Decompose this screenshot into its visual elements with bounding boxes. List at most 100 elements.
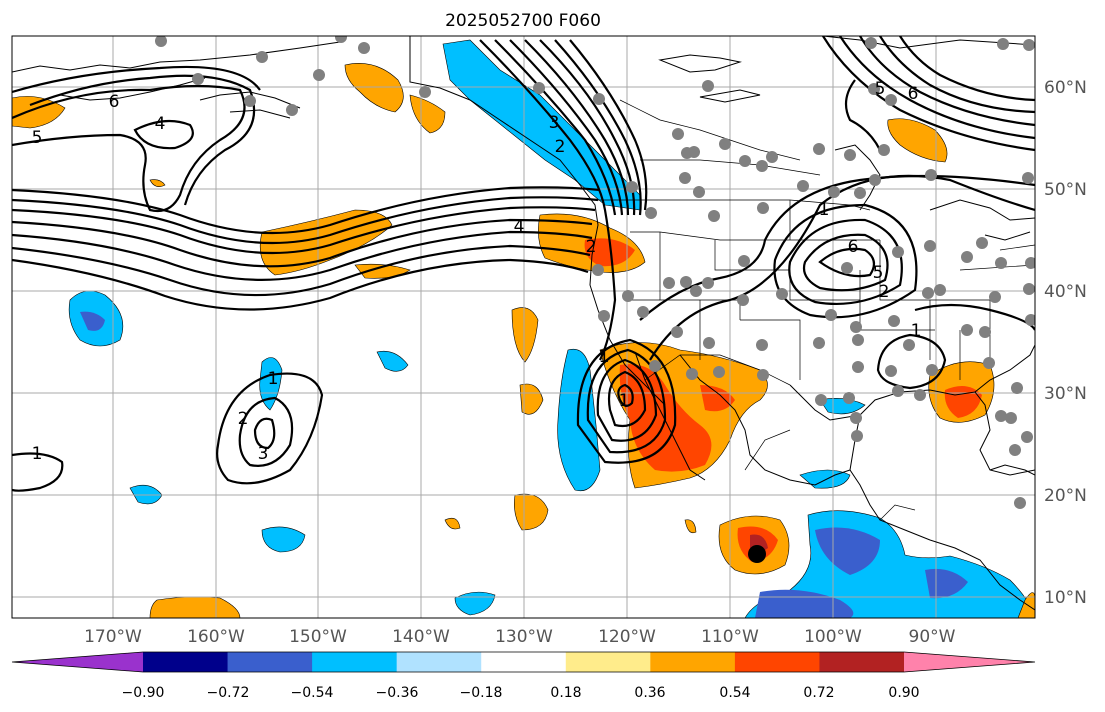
station-marker [702, 80, 714, 92]
station-marker [757, 202, 769, 214]
lat-label: 50°N [1044, 180, 1087, 200]
contour-label: 6 [109, 92, 120, 112]
station-marker [757, 369, 769, 381]
contour-label: 1 [599, 347, 610, 367]
station-marker [976, 237, 988, 249]
station-marker [903, 339, 915, 351]
station-marker [885, 94, 897, 106]
colorbar-ticks: −0.90 −0.72 −0.54 −0.36 −0.18 0.18 0.36 … [122, 685, 920, 701]
station-marker [815, 394, 827, 406]
station-marker [924, 240, 936, 252]
contour-label: 2 [238, 409, 249, 429]
station-marker [925, 169, 937, 181]
station-marker [885, 365, 897, 377]
station-marker [934, 284, 946, 296]
lon-label: 140°W [392, 627, 450, 647]
station-marker [756, 339, 768, 351]
station-marker [637, 306, 649, 318]
station-marker [850, 321, 862, 333]
contour-label: 1 [619, 391, 630, 411]
station-marker [680, 276, 692, 288]
station-marker [592, 264, 604, 276]
station-marker [244, 95, 256, 107]
lat-label: 10°N [1044, 588, 1087, 608]
colorbar-tick-label: −0.18 [460, 685, 503, 701]
station-marker [286, 104, 298, 116]
station-marker [693, 186, 705, 198]
station-marker [1005, 412, 1017, 424]
station-marker [828, 186, 840, 198]
station-marker [663, 277, 675, 289]
station-marker [892, 246, 904, 258]
station-marker [739, 155, 751, 167]
station-marker [688, 146, 700, 158]
contour-label: 1 [819, 200, 830, 220]
colorbar-tick-label: 0.72 [803, 685, 834, 701]
lat-label: 60°N [1044, 78, 1087, 98]
station-marker [878, 144, 890, 156]
contour-label: 6 [848, 237, 859, 257]
station-marker [926, 364, 938, 376]
latitude-labels: 60°N 50°N 40°N 30°N 20°N 10°N [1044, 78, 1087, 608]
colorbar-segment [143, 652, 229, 672]
contour-label: 4 [155, 114, 166, 134]
station-marker [672, 128, 684, 140]
station-marker [708, 210, 720, 222]
negative-shading [68, 39, 1035, 618]
lon-label: 100°W [804, 627, 862, 647]
station-marker [989, 291, 1001, 303]
station-marker [766, 151, 778, 163]
contour-label: 3 [549, 113, 560, 133]
colorbar-tick-label: −0.90 [122, 685, 165, 701]
station-marker [622, 290, 634, 302]
station-marker [865, 37, 877, 49]
colorbar-tick-label: 0.36 [634, 685, 665, 701]
station-marker [719, 138, 731, 150]
contour-label: 2 [586, 237, 597, 257]
station-marker [841, 262, 853, 274]
lon-label: 110°W [701, 627, 759, 647]
longitude-labels: 170°W 160°W 150°W 140°W 130°W 120°W 110°… [84, 627, 956, 647]
station-marker [358, 42, 370, 54]
station-marker [852, 334, 864, 346]
station-marker [533, 82, 545, 94]
lon-label: 130°W [495, 627, 553, 647]
map-area: 6 5 4 4 2 6 1 6 5 2 1 1 1 3 2 1 2 3 1 5 [12, 36, 1035, 618]
station-marker [703, 337, 715, 349]
station-marker [979, 326, 991, 338]
station-marker [997, 38, 1009, 50]
contour-label: 1 [268, 369, 279, 389]
station-marker [335, 36, 347, 43]
figure-title: 2025052700 F060 [445, 11, 601, 31]
lon-label: 150°W [289, 627, 347, 647]
colorbar-outline [11, 651, 1036, 673]
station-marker [1025, 257, 1035, 269]
lat-label: 30°N [1044, 384, 1087, 404]
lon-label: 170°W [84, 627, 142, 647]
contour-label: 6 [908, 84, 919, 104]
station-marker [797, 180, 809, 192]
station-marker [679, 172, 691, 184]
station-marker [850, 412, 862, 424]
contour-label: 1 [911, 321, 922, 341]
station-marker [155, 36, 167, 47]
colorbar-segment [227, 652, 313, 672]
contour-labels: 6 5 4 4 2 6 1 6 5 2 1 1 1 3 2 1 2 3 1 5 [32, 79, 922, 464]
station-marker [995, 257, 1007, 269]
colorbar-tick-label: −0.54 [291, 685, 334, 701]
station-markers [155, 36, 1035, 563]
station-marker [961, 251, 973, 263]
colorbar-tick-label: 0.18 [550, 685, 581, 701]
colorbar-segment [650, 652, 736, 672]
station-marker [419, 86, 431, 98]
station-marker [961, 324, 973, 336]
coastlines [12, 36, 1035, 611]
contour-label: 2 [555, 137, 566, 157]
colorbar-tick-label: 0.54 [719, 685, 750, 701]
station-marker [645, 207, 657, 219]
station-marker [756, 160, 768, 172]
station-marker [813, 337, 825, 349]
contour-label: 5 [875, 79, 886, 99]
station-marker [313, 69, 325, 81]
station-marker [995, 410, 1007, 422]
